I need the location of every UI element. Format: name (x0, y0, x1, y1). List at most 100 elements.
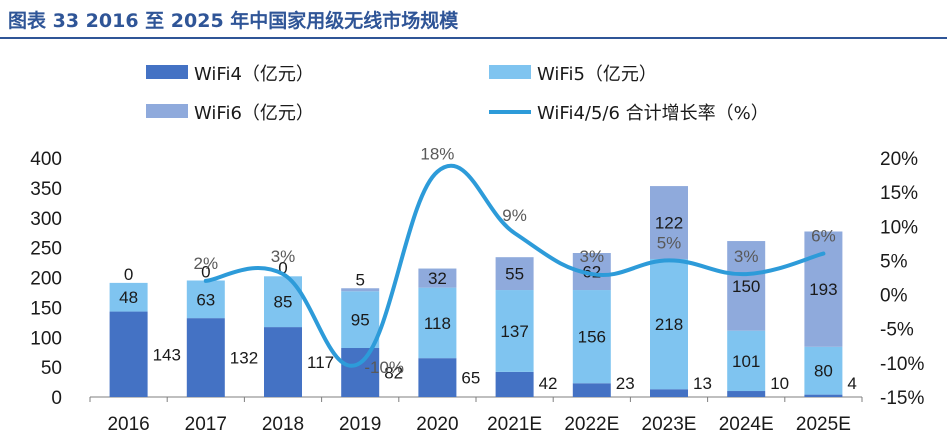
legend-label: WiFi4/5/6 合计增长率（%） (537, 103, 769, 124)
x-tick-label: 2025E (796, 414, 851, 435)
x-tick-label: 2022E (564, 414, 619, 435)
legend-label: WiFi4（亿元） (194, 64, 314, 85)
growth-value-label: 3% (271, 247, 296, 266)
legend-swatch (146, 65, 188, 79)
y-right-tick-label: 15% (880, 183, 918, 204)
legend: WiFi4（亿元） WiFi5（亿元） WiFi6（亿元） WiFi4/5/6 合计增… (146, 64, 769, 124)
x-tick-label: 2020 (416, 414, 458, 435)
legend-label: WiFi5（亿元） (537, 64, 657, 85)
wifi6-value-label: 55 (505, 265, 524, 284)
wifi5-value-label: 118 (424, 314, 451, 333)
wifi6-value-label: 193 (809, 280, 837, 299)
wifi4-value-label: 117 (307, 353, 334, 372)
wifi5-value-label: 63 (196, 290, 215, 309)
growth-value-label: 3% (734, 247, 759, 266)
wifi4-value-label: 10 (770, 374, 789, 393)
bar-segment (186, 318, 225, 397)
y-left-tick-label: 50 (41, 358, 62, 379)
y-left-tick-label: 250 (30, 239, 62, 260)
wifi5-value-label: 48 (119, 288, 138, 307)
legend-swatch (146, 104, 188, 118)
bar-segment (727, 241, 766, 331)
bar-segment (341, 291, 380, 349)
x-tick-label: 2023E (642, 414, 697, 435)
page-title: 图表 33 2016 至 2025 年中国家用级无线市场规模 (8, 10, 459, 32)
bar-segment (727, 330, 766, 392)
y-left-tick-label: 200 (30, 269, 62, 290)
bar-segment (341, 288, 380, 292)
x-tick-label: 2017 (185, 414, 227, 435)
y-left-tick-label: 0 (51, 388, 62, 409)
y-right-tick-label: -15% (880, 388, 924, 409)
y-left-tick-label: 300 (30, 209, 62, 230)
bar-segment (727, 391, 766, 397)
wifi4-value-label: 23 (616, 374, 635, 393)
y-right-tick-label: 5% (880, 251, 908, 272)
wifi5-value-label: 85 (274, 293, 293, 312)
bar-segment (341, 348, 380, 397)
bar-segment (418, 268, 457, 288)
bar-segment (109, 311, 148, 397)
x-tick-label: 2021E (487, 414, 542, 435)
bar-segment (186, 280, 225, 319)
y-left-tick-label: 350 (30, 179, 62, 200)
y-right-tick-label: 20% (880, 149, 918, 170)
x-tick-label: 2018 (262, 414, 304, 435)
y-left-tick-label: 100 (30, 328, 62, 349)
bar-segment (650, 258, 688, 390)
wifi4-value-label: 4 (847, 374, 856, 393)
wifi6-value-label: 5 (355, 270, 364, 289)
wifi6-value-label: 0 (124, 265, 133, 284)
wifi4-value-label: 82 (384, 364, 403, 383)
axes: 2016 2017 2018 2019 2020 2021E 2022E 2023E 2024E… (30, 149, 924, 435)
bar-segment (418, 358, 457, 397)
x-tick-label: 2019 (339, 414, 381, 435)
wifi6-value-label: 0 (201, 262, 210, 281)
wifi6-value-label: 122 (655, 214, 683, 233)
bar-labels: 1434801326301178508295565118324213755231… (119, 214, 857, 393)
wifi6-value-label: 0 (278, 258, 287, 277)
x-tick-label: 2016 (107, 414, 149, 435)
y-right-tick-label: 10% (880, 217, 918, 238)
wifi6-value-label: 150 (732, 277, 760, 296)
bar-segment (804, 346, 843, 395)
x-tick-label: 2024E (719, 414, 774, 435)
bar-segment (495, 257, 534, 291)
legend-swatch (489, 65, 531, 79)
wifi4-value-label: 42 (539, 374, 558, 393)
wifi4-value-label: 143 (153, 345, 181, 364)
bar-segment (650, 389, 688, 397)
wifi5-value-label: 137 (500, 322, 528, 341)
wifi4-value-label: 13 (693, 374, 712, 393)
y-right-tick-label: -5% (880, 320, 914, 341)
growth-line: 2% 3% -10% 18% 9% 3% 5% 3% 6% (194, 145, 836, 377)
bar-segment (264, 327, 302, 397)
growth-value-label: 5% (657, 233, 682, 252)
wifi5-value-label: 101 (732, 352, 760, 371)
bar-segment (495, 371, 534, 397)
bar-segment (109, 282, 148, 312)
y-left-tick-label: 400 (30, 149, 62, 170)
wifi5-value-label: 156 (578, 328, 606, 347)
bar-segment (418, 287, 457, 359)
bar-segment (804, 231, 843, 347)
growth-value-label: 18% (420, 145, 454, 164)
y-left-tick-label: 150 (30, 298, 62, 319)
wifi5-value-label: 95 (351, 311, 370, 330)
growth-value-label: 2% (194, 254, 219, 273)
bar-segment (572, 290, 611, 384)
bar-segment (572, 383, 611, 397)
title-rule (0, 37, 947, 39)
bar-segment (495, 290, 534, 372)
wifi5-value-label: 218 (655, 315, 683, 334)
wifi6-value-label: 32 (428, 269, 447, 288)
bar-segment (650, 186, 688, 259)
legend-label: WiFi6（亿元） (194, 103, 314, 124)
growth-value-label: -10% (364, 358, 404, 377)
wifi4-value-label: 65 (461, 369, 480, 388)
growth-value-label: 9% (502, 206, 527, 225)
wifi5-value-label: 80 (814, 362, 833, 381)
wifi6-value-label: 62 (582, 263, 601, 282)
y-right-tick-label: 0% (880, 286, 908, 307)
